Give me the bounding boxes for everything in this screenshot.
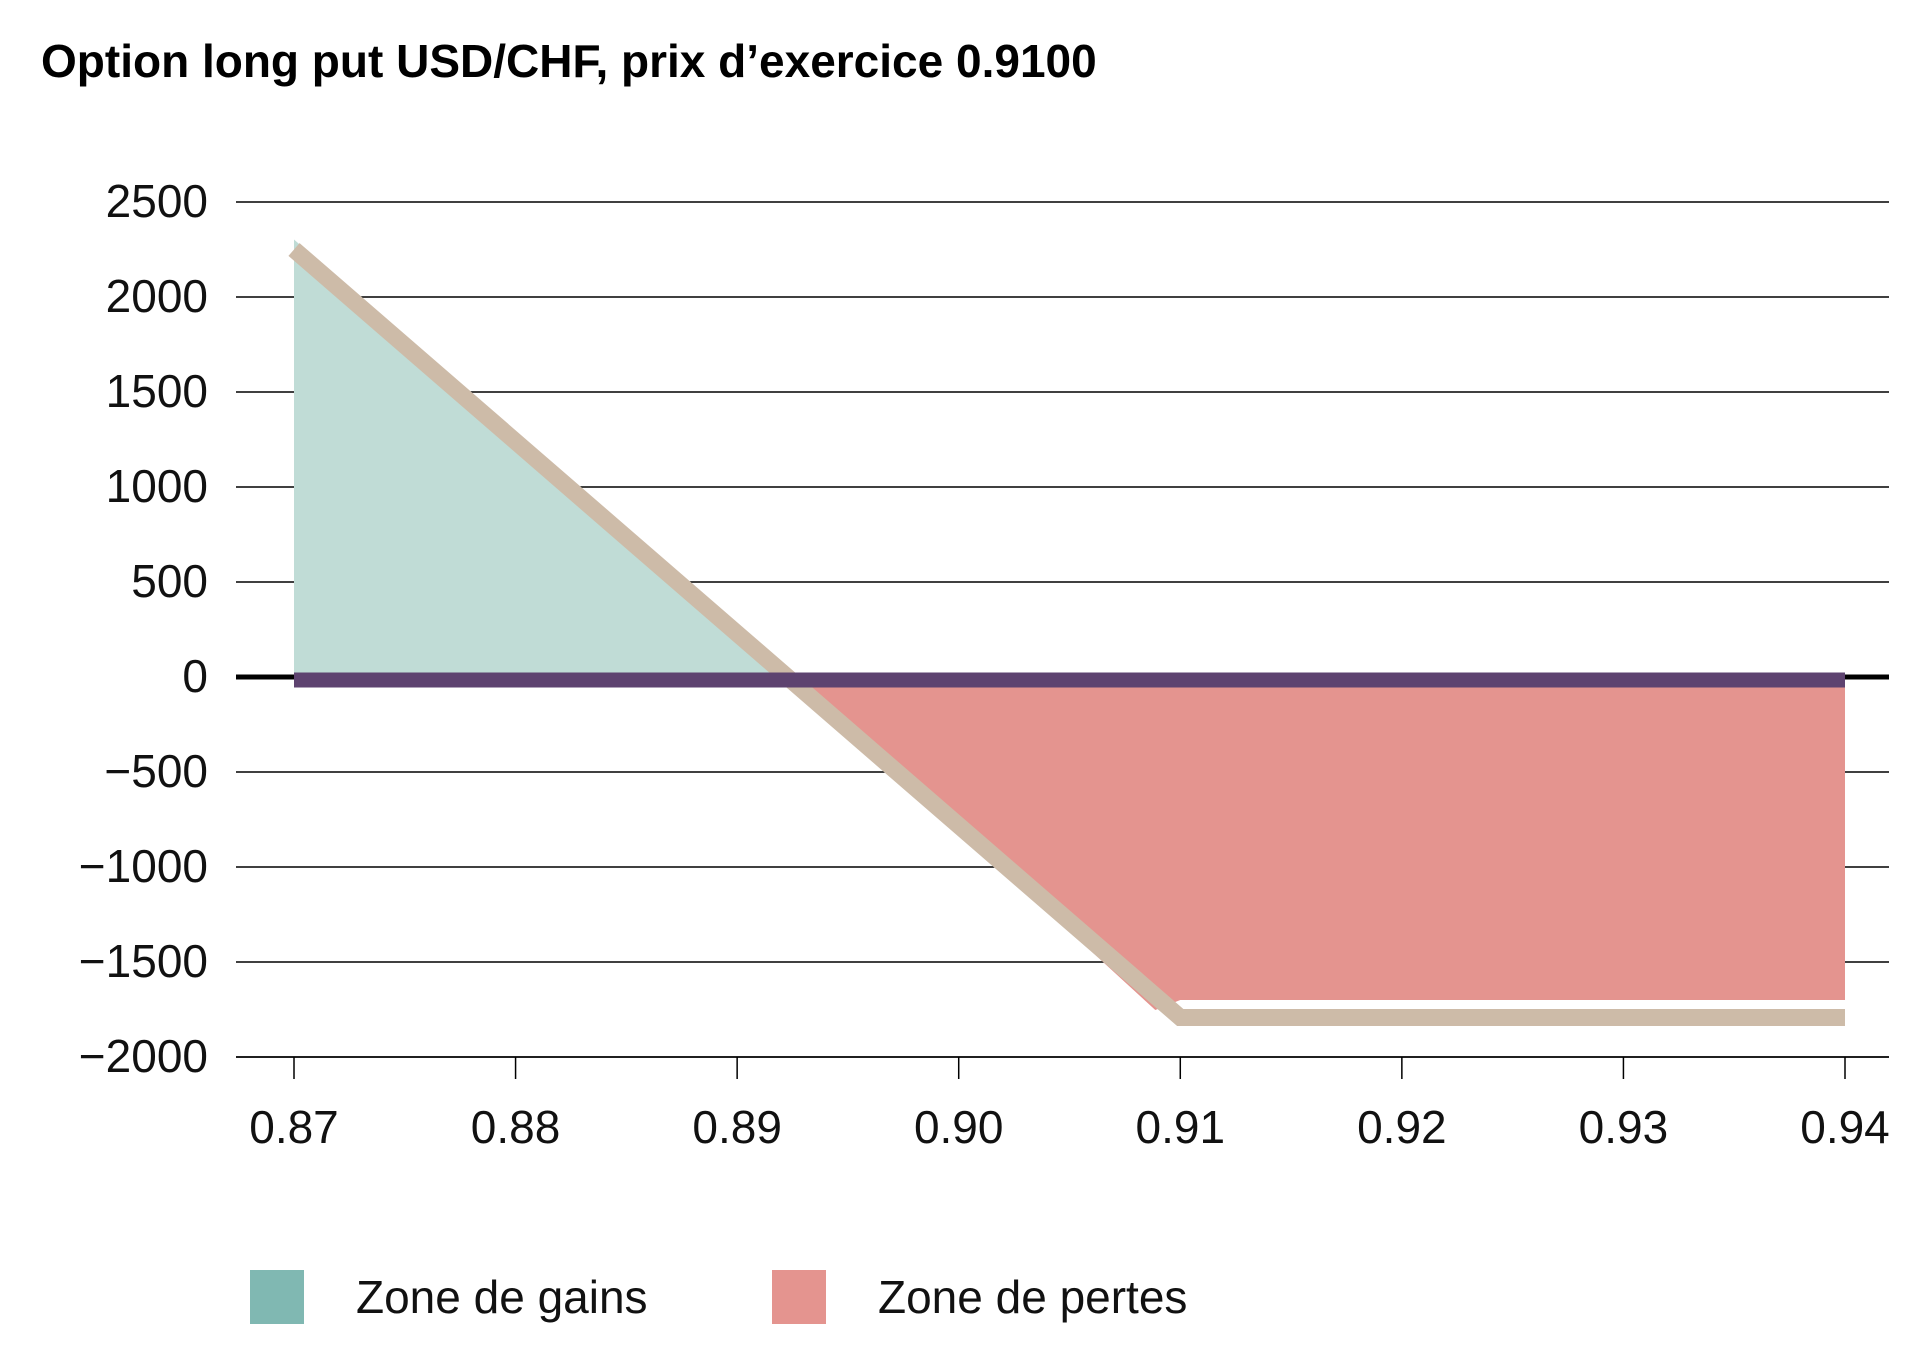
x-tick-label: 0.89: [692, 1101, 782, 1153]
y-tick-label: 0: [182, 650, 208, 702]
x-tick-label: 0.88: [471, 1101, 561, 1153]
y-tick-label: −500: [104, 745, 208, 797]
y-tick-label: −1000: [79, 840, 208, 892]
pertes-area: [792, 677, 1846, 1010]
y-tick-label: 500: [131, 555, 208, 607]
legend-swatch-pertes: [772, 1270, 826, 1324]
legend-item-pertes: Zone de pertes: [772, 1270, 1187, 1324]
x-tick-label: 0.92: [1357, 1101, 1447, 1153]
y-tick-label: 1000: [106, 460, 208, 512]
x-tick-label: 0.87: [249, 1101, 339, 1153]
x-tick-label: 0.91: [1136, 1101, 1226, 1153]
x-tick-label: 0.90: [914, 1101, 1004, 1153]
legend-label-pertes: Zone de pertes: [878, 1271, 1188, 1323]
chart-title: Option long put USD/CHF, prix d’exercice…: [41, 35, 1097, 87]
y-tick-label: 1500: [106, 365, 208, 417]
y-tick-label: 2000: [106, 270, 208, 322]
legend-label-gains: Zone de gains: [356, 1271, 648, 1323]
y-tick-label: 2500: [106, 175, 208, 227]
x-tick-label: 0.93: [1579, 1101, 1669, 1153]
y-tick-label: −2000: [79, 1030, 208, 1082]
legend-item-gains: Zone de gains: [250, 1270, 648, 1324]
payoff-line: [288, 243, 1845, 1026]
x-tick-label: 0.94: [1800, 1101, 1890, 1153]
legend-swatch-gains: [250, 1270, 304, 1324]
y-tick-label: −1500: [79, 935, 208, 987]
